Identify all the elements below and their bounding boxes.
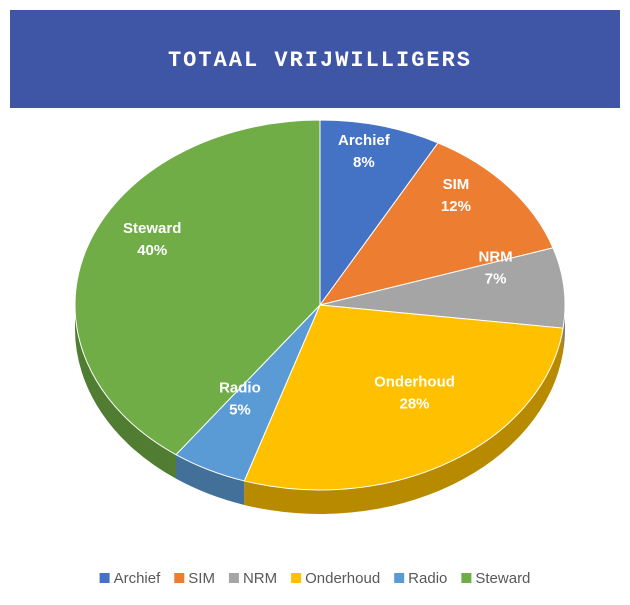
legend-swatch	[394, 573, 405, 583]
legend-swatch	[228, 573, 239, 583]
legend-label: SIM	[188, 570, 215, 587]
legend-swatch	[174, 573, 185, 583]
pie-sides	[75, 305, 565, 514]
legend-label: Radio	[408, 570, 447, 587]
pie-slices	[74, 119, 566, 491]
slice-value: 8%	[353, 154, 375, 171]
legend: Archief SIM NRM Onderhoud Radio Steward	[99, 570, 530, 587]
slice	[318, 142, 554, 306]
legend-swatch	[461, 573, 472, 583]
slice-value: 40%	[137, 242, 167, 259]
slice-side	[244, 328, 564, 514]
slice-value: 12%	[441, 198, 471, 215]
legend-label: Steward	[475, 570, 530, 587]
slice-category: SIM	[443, 176, 470, 193]
legend-swatch	[99, 573, 110, 583]
slice-category: Onderhoud	[374, 373, 455, 390]
slice	[319, 119, 439, 307]
slice-category: Radio	[219, 380, 261, 397]
header-band	[10, 10, 620, 108]
slice-side	[175, 454, 245, 505]
slice	[74, 119, 321, 456]
slice-category: Archief	[338, 132, 391, 149]
legend-label: Onderhoud	[305, 570, 380, 587]
slice-labels: Archief 8% SIM 12% NRM 7% Onderhoud 28% Radio 5% S…	[123, 132, 513, 419]
slice-category: NRM	[479, 248, 513, 265]
legend-label: Archief	[114, 570, 162, 587]
slice-value: 5%	[229, 402, 251, 419]
slice-category: Steward	[123, 220, 181, 237]
legend-label: NRM	[243, 570, 277, 587]
slice-value: 7%	[485, 270, 507, 287]
slice-side	[75, 305, 176, 479]
slice-value: 28%	[400, 395, 430, 412]
chart-title: TOTAAL VRIJWILLIGERS	[168, 48, 472, 73]
slice	[243, 304, 564, 491]
slice	[319, 247, 566, 329]
legend-swatch	[291, 573, 302, 583]
